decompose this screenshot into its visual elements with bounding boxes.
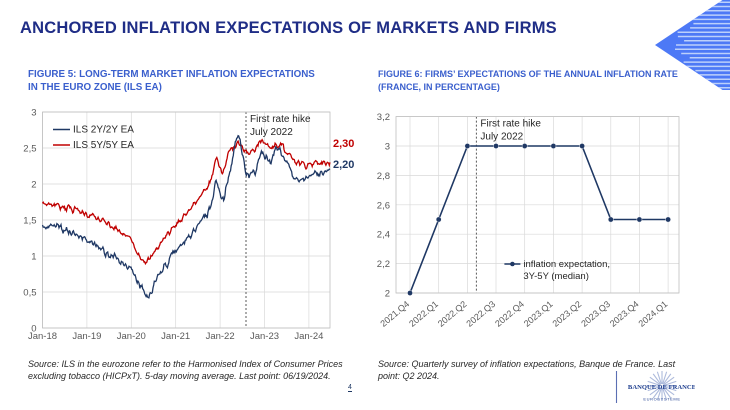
svg-text:2,8: 2,8 [377, 171, 390, 182]
svg-text:ILS 5Y/5Y EA: ILS 5Y/5Y EA [73, 140, 134, 151]
svg-text:ILS 2Y/2Y EA: ILS 2Y/2Y EA [73, 125, 134, 136]
svg-text:3: 3 [385, 142, 390, 153]
svg-text:0,5: 0,5 [23, 288, 36, 299]
svg-text:2023.Q1: 2023.Q1 [522, 299, 555, 329]
svg-text:Jan-18: Jan-18 [28, 331, 57, 342]
svg-text:Jan-21: Jan-21 [161, 331, 190, 342]
svg-text:2,4: 2,4 [377, 230, 390, 241]
svg-text:2,5: 2,5 [23, 144, 36, 155]
svg-text:2: 2 [31, 180, 36, 191]
svg-text:inflation expectation,: inflation expectation, [523, 259, 610, 270]
svg-text:2024.Q1: 2024.Q1 [637, 299, 670, 329]
svg-text:1,5: 1,5 [23, 216, 36, 227]
svg-text:Jan-22: Jan-22 [206, 331, 235, 342]
svg-text:2022.Q4: 2022.Q4 [493, 299, 526, 329]
svg-text:Jan-24: Jan-24 [294, 331, 323, 342]
svg-text:3: 3 [31, 108, 36, 119]
svg-text:2023.Q4: 2023.Q4 [608, 299, 641, 329]
svg-text:Jan-23: Jan-23 [250, 331, 279, 342]
svg-text:First rate hike: First rate hike [480, 119, 541, 130]
svg-text:2022.Q1: 2022.Q1 [407, 299, 440, 329]
svg-text:2: 2 [385, 289, 390, 300]
svg-text:2023.Q3: 2023.Q3 [579, 299, 612, 329]
svg-text:2,2: 2,2 [377, 259, 390, 270]
svg-text:1: 1 [31, 252, 36, 263]
svg-text:2,30: 2,30 [333, 138, 354, 150]
svg-text:Jan-20: Jan-20 [117, 331, 146, 342]
svg-text:3,2: 3,2 [377, 112, 390, 123]
svg-text:2,6: 2,6 [377, 200, 390, 211]
svg-text:July 2022: July 2022 [250, 127, 293, 138]
svg-text:2022.Q2: 2022.Q2 [436, 299, 469, 329]
svg-text:3Y-5Y (median): 3Y-5Y (median) [523, 271, 588, 282]
svg-text:Jan-19: Jan-19 [72, 331, 101, 342]
svg-text:First rate hike: First rate hike [250, 114, 311, 125]
svg-text:July 2022: July 2022 [480, 132, 523, 143]
svg-text:2,20: 2,20 [333, 159, 354, 171]
svg-text:2022.Q3: 2022.Q3 [464, 299, 497, 329]
svg-text:2023.Q2: 2023.Q2 [551, 299, 584, 329]
svg-text:2021.Q4: 2021.Q4 [378, 299, 411, 329]
